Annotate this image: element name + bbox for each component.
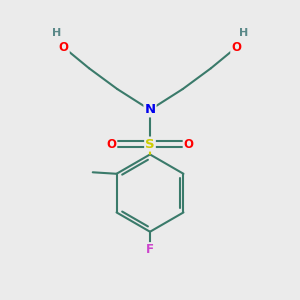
Text: O: O (59, 41, 69, 54)
Text: N: N (144, 103, 156, 116)
Text: F: F (146, 243, 154, 256)
Text: H: H (239, 28, 248, 38)
Text: O: O (106, 138, 116, 151)
Text: O: O (184, 138, 194, 151)
Text: S: S (145, 138, 155, 151)
Text: H: H (52, 28, 61, 38)
Text: O: O (231, 41, 241, 54)
